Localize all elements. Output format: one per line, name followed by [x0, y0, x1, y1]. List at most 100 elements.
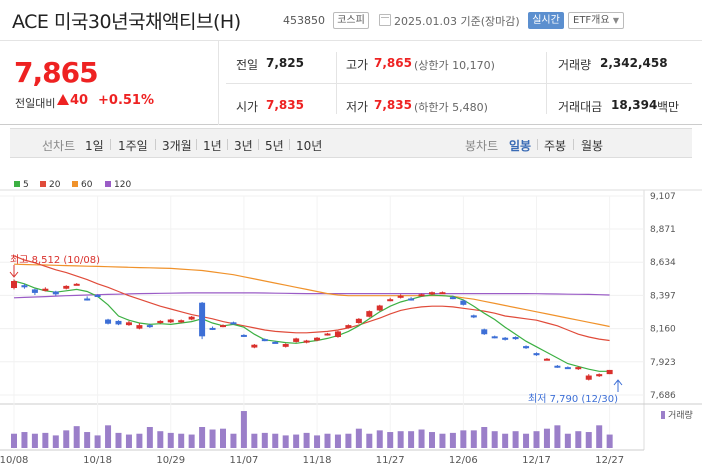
lower-limit: (하한가 5,480) — [414, 101, 488, 114]
y-tick-label: 7,686 — [650, 391, 676, 401]
high-annotation: 최고 8,512 (10/08) — [10, 254, 100, 266]
high-value: 7,865 — [374, 56, 412, 70]
candle-body — [376, 305, 383, 311]
period-1d[interactable]: 1일 — [85, 139, 104, 153]
divider — [227, 139, 228, 150]
candle-body — [366, 311, 373, 317]
ma20-line — [13, 255, 610, 342]
volume-bar — [418, 429, 425, 448]
upper-limit: (상한가 10,170) — [414, 59, 495, 72]
legend-ma5: 5 — [14, 180, 29, 190]
header: ACE 미국30년국채액티브(H) 453850 코스피 2025.01.03 … — [0, 0, 702, 41]
candle-body — [240, 334, 247, 337]
volume-bar — [303, 432, 310, 448]
realtime-button[interactable]: 실시간 — [528, 12, 564, 29]
open-value: 7,835 — [266, 98, 304, 112]
candle-body — [105, 319, 112, 324]
volume-bar — [73, 426, 80, 448]
volume-bar — [397, 431, 404, 448]
candle-body — [146, 325, 153, 328]
period-monthly[interactable]: 월봉 — [581, 139, 604, 153]
x-tick-label: 11/18 — [303, 455, 332, 466]
candle-body — [439, 292, 446, 295]
volume-bar — [533, 431, 540, 448]
volume-bar — [272, 433, 279, 448]
legend-ma20: 20 — [40, 180, 60, 190]
arrow-up-icon — [613, 379, 623, 392]
divider — [196, 139, 197, 150]
volume-bar — [115, 432, 122, 448]
candle-body — [345, 325, 352, 328]
volume-bar — [293, 434, 300, 448]
volume-bar — [94, 435, 101, 448]
period-1w[interactable]: 1주일 — [118, 139, 148, 153]
x-tick-label: 10/29 — [156, 455, 185, 466]
volume-bar — [230, 433, 237, 448]
volume-bar — [355, 428, 362, 448]
x-tick-label: 12/06 — [449, 455, 478, 466]
volume-bar — [585, 432, 592, 448]
candle-body — [31, 289, 38, 293]
period-3y[interactable]: 3년 — [234, 139, 253, 153]
candle-body — [188, 316, 195, 320]
period-5y[interactable]: 5년 — [265, 139, 284, 153]
x-tick-label: 10/18 — [83, 455, 112, 466]
divider — [155, 139, 156, 150]
candle-body — [470, 315, 477, 318]
current-price: 7,865 — [14, 56, 99, 89]
candle-body — [596, 374, 603, 377]
volume-bar — [470, 430, 477, 448]
period-10y[interactable]: 10년 — [296, 139, 323, 153]
period-daily[interactable]: 일봉 — [509, 139, 532, 153]
volume-bar — [105, 425, 112, 448]
x-tick-label: 11/07 — [229, 455, 258, 466]
candle-body — [523, 346, 530, 349]
high-label: 고가 — [346, 58, 369, 72]
ma60-line — [13, 263, 610, 328]
volume-bar — [502, 433, 509, 448]
candle-body — [324, 333, 331, 336]
open-label: 시가 — [236, 100, 259, 114]
volume-bar — [387, 432, 394, 448]
candle-body — [251, 344, 258, 348]
volume-bar — [21, 432, 28, 448]
period-3m[interactable]: 3개월 — [162, 139, 192, 153]
candle-body — [178, 320, 185, 323]
period-weekly[interactable]: 주봉 — [544, 139, 567, 153]
y-tick-label: 8,160 — [650, 325, 676, 335]
candle-body — [481, 329, 488, 335]
y-tick-label: 8,397 — [650, 291, 676, 301]
volume-bar — [167, 432, 174, 448]
volume-bar — [314, 435, 321, 448]
candle-body — [125, 322, 132, 326]
volume-legend-swatch — [661, 411, 665, 419]
volume-bar — [31, 433, 38, 448]
volume-bar — [491, 431, 498, 448]
candle-body — [334, 331, 341, 338]
prev-close-label: 전일 — [236, 58, 259, 72]
candle-body — [543, 358, 550, 361]
candle-body — [230, 322, 237, 325]
change-value: 40 — [70, 93, 89, 108]
low-value: 7,835 — [374, 98, 412, 112]
period-1y[interactable]: 1년 — [203, 139, 222, 153]
volume-bar — [564, 433, 571, 448]
volume-bar — [136, 433, 143, 448]
candle-body — [491, 336, 498, 339]
volume-bar — [376, 430, 383, 448]
ma5-line — [13, 280, 610, 372]
volume-bar — [429, 432, 435, 448]
prev-close-value: 7,825 — [266, 56, 304, 70]
annotations: 최고 8,512 (10/08) 최저 7,790 (12/30) 거래량 — [9, 254, 693, 421]
candle-body — [449, 297, 456, 300]
x-tick-label: 11/27 — [376, 455, 405, 466]
candle-body — [261, 339, 268, 342]
etf-info-dropdown[interactable]: ETF개요 ▼ — [568, 12, 624, 29]
volume-value: 2,342,458 — [600, 56, 668, 70]
amount-value: 18,394 — [611, 98, 658, 112]
volume-bar — [439, 433, 446, 448]
amount-unit: 백만 — [657, 100, 680, 114]
candles — [11, 279, 613, 381]
candle-body — [199, 302, 206, 337]
